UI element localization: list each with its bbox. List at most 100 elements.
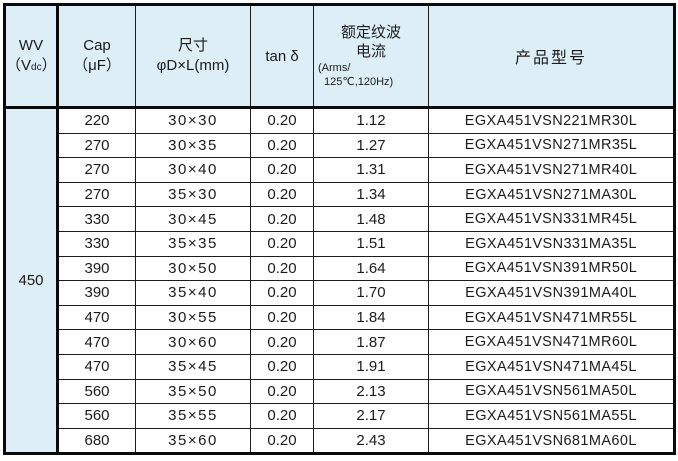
wv-value-cell: 450 [4, 106, 59, 455]
cell-size: 30×30 [135, 107, 251, 134]
header-cap-line1: Cap [83, 36, 111, 54]
cell-tan: 0.20 [250, 206, 314, 232]
table-row: 450 220 30×30 0.20 1.12 EGXA451VSN221MR3… [4, 106, 675, 455]
table-row: 680 35×60 0.20 2.43 EGXA451VSN681MA60L [5, 427, 675, 455]
cell-ripple: 1.31 [313, 157, 429, 183]
cell-size: 35×40 [135, 280, 251, 306]
cell-cap: 560 [57, 378, 136, 405]
table-row: 390 35×40 0.20 1.70 EGXA451VSN391MA40L [5, 280, 675, 306]
cell-ripple: 1.48 [313, 206, 429, 232]
table-body: 450 220 30×30 0.20 1.12 EGXA451VSN221MR3… [4, 106, 675, 455]
table-row: 560 35×55 0.20 2.17 EGXA451VSN561MA55L [5, 403, 675, 429]
header-ripple-line2: 电流 [355, 43, 386, 61]
cell-ripple: 1.87 [313, 329, 429, 355]
cell-tan: 0.20 [250, 329, 314, 355]
header-tan-delta: tan δ [250, 4, 314, 109]
cell-cap: 470 [57, 353, 136, 380]
table-row: 330 30×45 0.20 1.48 EGXA451VSN331MR45L [5, 206, 675, 232]
header-wv: WV （Vdc） [4, 4, 59, 109]
cell-tan: 0.20 [250, 132, 314, 159]
cell-cap: 330 [57, 206, 136, 232]
cell-cap: 390 [57, 255, 136, 282]
cell-tan: 0.20 [250, 304, 314, 331]
cell-cap: 330 [57, 230, 136, 257]
cell-tan: 0.20 [250, 230, 314, 257]
cell-ripple: 2.43 [313, 427, 429, 455]
header-row: WV （Vdc） Cap （μF） 尺寸 φD×L(mm) tan δ 额定纹波… [4, 4, 675, 109]
cell-model: EGXA451VSN271MA30L [428, 181, 675, 208]
cell-model: EGXA451VSN331MR45L [428, 206, 675, 232]
cell-tan: 0.20 [250, 157, 314, 183]
cell-model: EGXA451VSN471MR55L [428, 304, 675, 331]
cell-model: EGXA451VSN391MR50L [428, 255, 675, 282]
cell-tan: 0.20 [250, 403, 314, 429]
cell-tan: 0.20 [250, 378, 314, 405]
cell-tan: 0.20 [250, 255, 314, 282]
cell-size: 30×50 [135, 255, 251, 282]
cell-cap: 470 [57, 329, 136, 355]
header-size-line1: 尺寸 [177, 36, 208, 54]
table-row: 470 30×60 0.20 1.87 EGXA451VSN471MR60L [5, 329, 675, 355]
cell-tan: 0.20 [250, 427, 314, 455]
table-row: 270 35×30 0.20 1.34 EGXA451VSN271MA30L [5, 181, 675, 208]
cell-tan: 0.20 [250, 181, 314, 208]
cell-model: EGXA451VSN271MR40L [428, 157, 675, 183]
cell-model: EGXA451VSN561MA50L [428, 378, 675, 405]
cell-size: 35×50 [135, 378, 251, 405]
cell-cap: 680 [57, 427, 136, 455]
header-size: 尺寸 φD×L(mm) [135, 4, 251, 109]
header-model: 产品型号 [428, 4, 675, 109]
table-row: 390 30×50 0.20 1.64 EGXA451VSN391MR50L [5, 255, 675, 282]
cell-ripple: 1.34 [313, 181, 429, 208]
cell-ripple: 1.64 [313, 255, 429, 282]
header-ripple-units: (Arms/ 125℃,120Hz) [318, 61, 394, 88]
cell-ripple: 1.51 [313, 230, 429, 257]
table-row: 560 35×50 0.20 2.13 EGXA451VSN561MA50L [5, 378, 675, 405]
cell-size: 30×60 [135, 329, 251, 355]
cell-model: EGXA451VSN471MA45L [428, 353, 675, 380]
cell-cap: 390 [57, 280, 136, 306]
cell-model: EGXA451VSN331MA35L [428, 230, 675, 257]
cell-ripple: 1.84 [313, 304, 429, 331]
cell-size: 30×45 [135, 206, 251, 232]
table-header: WV （Vdc） Cap （μF） 尺寸 φD×L(mm) tan δ 额定纹波… [4, 4, 675, 109]
cell-model: EGXA451VSN471MR60L [428, 329, 675, 355]
cell-size: 35×60 [135, 427, 251, 455]
capacitor-spec-table: WV （Vdc） Cap （μF） 尺寸 φD×L(mm) tan δ 额定纹波… [3, 3, 676, 456]
header-cap-line2: （μF） [73, 57, 121, 74]
cell-size: 35×35 [135, 230, 251, 257]
cell-size: 30×55 [135, 304, 251, 331]
cell-ripple: 1.91 [313, 353, 429, 380]
table-row: 470 30×55 0.20 1.84 EGXA451VSN471MR55L [5, 304, 675, 331]
wv-subscript: dc [31, 62, 42, 73]
cell-cap: 220 [57, 107, 136, 134]
cell-ripple: 1.27 [313, 132, 429, 159]
header-ripple-line1: 额定纹波 [340, 23, 401, 41]
header-size-line2: φD×L(mm) [156, 57, 230, 74]
cell-model: EGXA451VSN681MA60L [428, 427, 675, 455]
table-row: 270 30×35 0.20 1.27 EGXA451VSN271MR35L [5, 132, 675, 159]
cell-size: 35×30 [135, 181, 251, 208]
cell-tan: 0.20 [250, 280, 314, 306]
cell-tan: 0.20 [250, 107, 314, 134]
table-row: 330 35×35 0.20 1.51 EGXA451VSN331MA35L [5, 230, 675, 257]
header-ripple-current: 额定纹波 电流 (Arms/ 125℃,120Hz) [313, 4, 429, 109]
cell-model: EGXA451VSN561MA55L [428, 403, 675, 429]
cell-cap: 470 [57, 304, 136, 331]
header-wv-line2: （Vdc） [6, 57, 57, 74]
cell-size: 30×35 [135, 132, 251, 159]
cell-model: EGXA451VSN391MA40L [428, 280, 675, 306]
header-wv-line1: WV [18, 36, 44, 54]
cell-model: EGXA451VSN271MR35L [428, 132, 675, 159]
cell-size: 30×40 [135, 157, 251, 183]
cell-size: 35×45 [135, 353, 251, 380]
cell-ripple: 2.13 [313, 378, 429, 405]
cell-ripple: 1.70 [313, 280, 429, 306]
cell-size: 35×55 [135, 403, 251, 429]
cell-ripple: 2.17 [313, 403, 429, 429]
cell-model: EGXA451VSN221MR30L [428, 107, 675, 134]
cell-ripple: 1.12 [313, 107, 429, 134]
header-cap: Cap （μF） [57, 4, 136, 109]
cell-cap: 270 [57, 181, 136, 208]
cell-cap: 270 [57, 157, 136, 183]
